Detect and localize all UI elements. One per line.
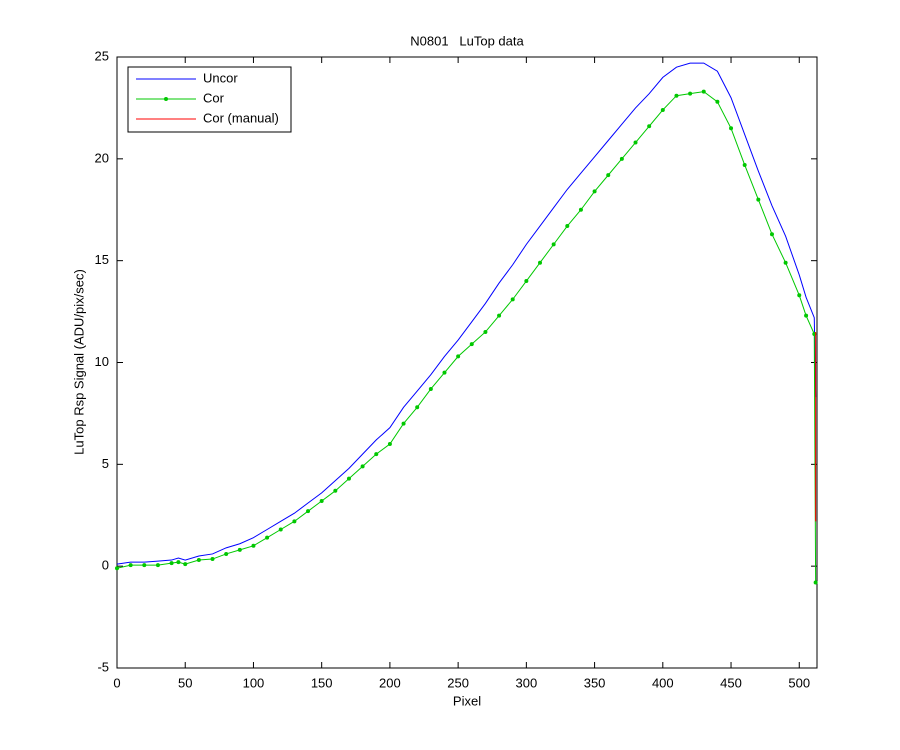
point-marker <box>804 313 809 318</box>
chart-title: N0801 LuTop data <box>410 33 524 48</box>
point-marker <box>401 421 406 426</box>
point-marker <box>183 562 188 567</box>
point-marker <box>237 547 242 552</box>
point-marker <box>688 91 693 96</box>
point-marker <box>742 162 747 167</box>
point-marker <box>387 441 392 446</box>
point-marker <box>633 140 638 145</box>
point-marker <box>196 558 201 563</box>
x-tick-label: 300 <box>516 675 538 690</box>
point-marker <box>565 224 570 229</box>
point-marker <box>428 386 433 391</box>
point-marker <box>374 452 379 457</box>
legend: Uncor Cor Cor (manual) <box>127 66 292 133</box>
y-axis-label: LuTop Rsp Signal (ADU/pix/sec) <box>71 269 86 455</box>
x-tick-label: 50 <box>178 675 192 690</box>
point-marker <box>306 509 311 514</box>
point-marker <box>292 519 297 524</box>
point-marker <box>319 498 324 503</box>
point-marker <box>674 93 679 98</box>
series-line <box>116 62 817 565</box>
y-tick-label: 25 <box>95 48 109 63</box>
point-marker <box>660 107 665 112</box>
point-marker <box>456 354 461 359</box>
point-marker <box>551 242 556 247</box>
point-marker <box>210 557 215 562</box>
x-tick-label: 100 <box>243 675 265 690</box>
point-marker <box>169 561 174 566</box>
point-marker <box>251 543 256 548</box>
point-marker <box>538 260 543 265</box>
point-marker <box>224 551 229 556</box>
x-axis-label: Pixel <box>453 693 481 708</box>
point-marker <box>606 173 611 178</box>
x-tick-label: 400 <box>652 675 674 690</box>
y-tick-label: 15 <box>95 252 109 267</box>
x-tick-label: 250 <box>447 675 469 690</box>
point-marker <box>115 566 119 571</box>
point-marker <box>469 342 474 347</box>
legend-label: Cor <box>203 90 225 105</box>
point-marker <box>756 197 761 202</box>
x-tick-label: 0 <box>113 675 120 690</box>
x-tick-label: 500 <box>788 675 810 690</box>
legend-label: Cor (manual) <box>203 110 279 125</box>
point-marker <box>619 156 624 161</box>
point-marker <box>346 476 351 481</box>
point-marker <box>360 464 365 469</box>
y-tick-label: 5 <box>102 456 109 471</box>
legend-marker <box>164 97 168 101</box>
point-marker <box>783 260 788 265</box>
point-marker <box>592 189 597 194</box>
point-marker <box>497 313 502 318</box>
point-marker <box>769 232 774 237</box>
point-marker <box>701 89 706 94</box>
point-marker <box>142 563 147 568</box>
x-tick-label: 450 <box>720 675 742 690</box>
point-marker <box>510 297 515 302</box>
point-marker <box>128 563 133 568</box>
point-marker <box>442 370 447 375</box>
point-marker <box>176 560 181 565</box>
y-tick-label: 0 <box>102 558 109 573</box>
x-tick-label: 200 <box>379 675 401 690</box>
y-tick-label: -5 <box>97 659 109 674</box>
point-marker <box>483 329 488 334</box>
point-marker <box>415 405 420 410</box>
point-marker <box>524 279 529 284</box>
point-marker <box>729 126 734 131</box>
plot-area <box>116 56 818 669</box>
point-marker <box>265 535 270 540</box>
point-marker <box>647 124 652 129</box>
point-marker <box>278 527 283 532</box>
point-marker <box>715 99 720 104</box>
point-marker <box>155 563 160 568</box>
point-marker <box>813 580 818 585</box>
point-marker <box>333 488 338 493</box>
point-marker <box>797 293 802 298</box>
legend-label: Uncor <box>203 70 238 85</box>
x-tick-label: 350 <box>584 675 606 690</box>
x-tick-label: 150 <box>311 675 333 690</box>
y-tick-label: 20 <box>95 150 109 165</box>
y-tick-label: 10 <box>95 354 109 369</box>
point-marker <box>578 207 583 212</box>
